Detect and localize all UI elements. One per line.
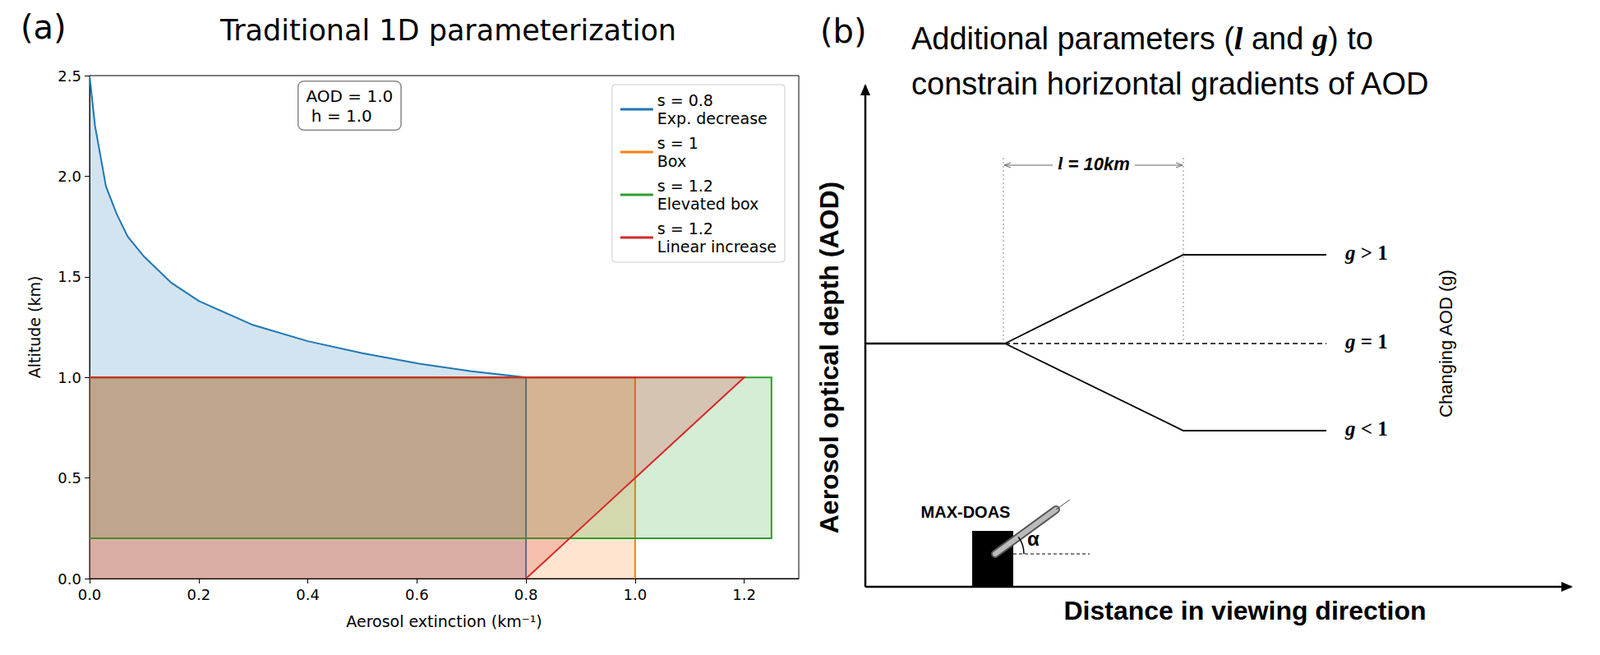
- svg-text:Aerosol optical depth (AOD): Aerosol optical depth (AOD): [814, 181, 844, 534]
- svg-text:0.0: 0.0: [78, 585, 102, 604]
- svg-text:0.0: 0.0: [57, 570, 82, 588]
- svg-text:1.0: 1.0: [623, 585, 648, 604]
- svg-text:Additional parameters (l and g: Additional parameters (l and g) to: [911, 21, 1374, 56]
- svg-text:MAX-DOAS: MAX-DOAS: [921, 502, 1011, 522]
- svg-text:Linear increase: Linear increase: [657, 237, 777, 256]
- svg-text:0.4: 0.4: [295, 585, 320, 604]
- svg-text:h = 1.0: h = 1.0: [306, 106, 373, 126]
- svg-text:0.2: 0.2: [186, 585, 211, 604]
- svg-text:s = 1.2: s = 1.2: [657, 176, 714, 195]
- svg-text:s = 0.8: s = 0.8: [657, 91, 714, 110]
- svg-text:Elevated box: Elevated box: [657, 194, 759, 213]
- svg-text:Distance in viewing direction: Distance in viewing direction: [1064, 595, 1427, 626]
- svg-text:1.0: 1.0: [57, 368, 82, 387]
- svg-text:2.5: 2.5: [57, 67, 82, 85]
- svg-text:l = 10km: l = 10km: [1057, 152, 1130, 175]
- svg-text:AOD = 1.0: AOD = 1.0: [306, 86, 394, 107]
- svg-text:Altitude (km): Altitude (km): [25, 276, 44, 379]
- svg-text:(a): (a): [20, 8, 67, 47]
- svg-text:Box: Box: [657, 152, 687, 171]
- svg-text:g < 1: g < 1: [1344, 417, 1388, 440]
- svg-text:0.6: 0.6: [405, 585, 429, 604]
- svg-text:2.0: 2.0: [57, 167, 82, 185]
- svg-text:0.5: 0.5: [57, 469, 82, 487]
- svg-text:s = 1: s = 1: [657, 133, 699, 153]
- svg-text:0.8: 0.8: [514, 585, 539, 604]
- svg-text:1.5: 1.5: [57, 267, 82, 286]
- svg-text:Aerosol extinction (km⁻¹): Aerosol extinction (km⁻¹): [345, 612, 542, 631]
- svg-text:1.2: 1.2: [732, 585, 757, 604]
- svg-text:g > 1: g > 1: [1344, 241, 1388, 264]
- svg-text:α: α: [1027, 527, 1040, 550]
- svg-text:Exp. decrease: Exp. decrease: [657, 109, 768, 128]
- svg-text:constrain horizontal gradients: constrain horizontal gradients of AOD: [911, 66, 1429, 102]
- svg-text:g = 1: g = 1: [1344, 330, 1388, 353]
- svg-text:Traditional 1D parameterizatio: Traditional 1D parameterization: [219, 13, 677, 47]
- svg-text:s = 1.2: s = 1.2: [657, 219, 714, 238]
- svg-text:Changing AOD (g): Changing AOD (g): [1435, 269, 1457, 418]
- svg-text:(b): (b): [820, 12, 867, 51]
